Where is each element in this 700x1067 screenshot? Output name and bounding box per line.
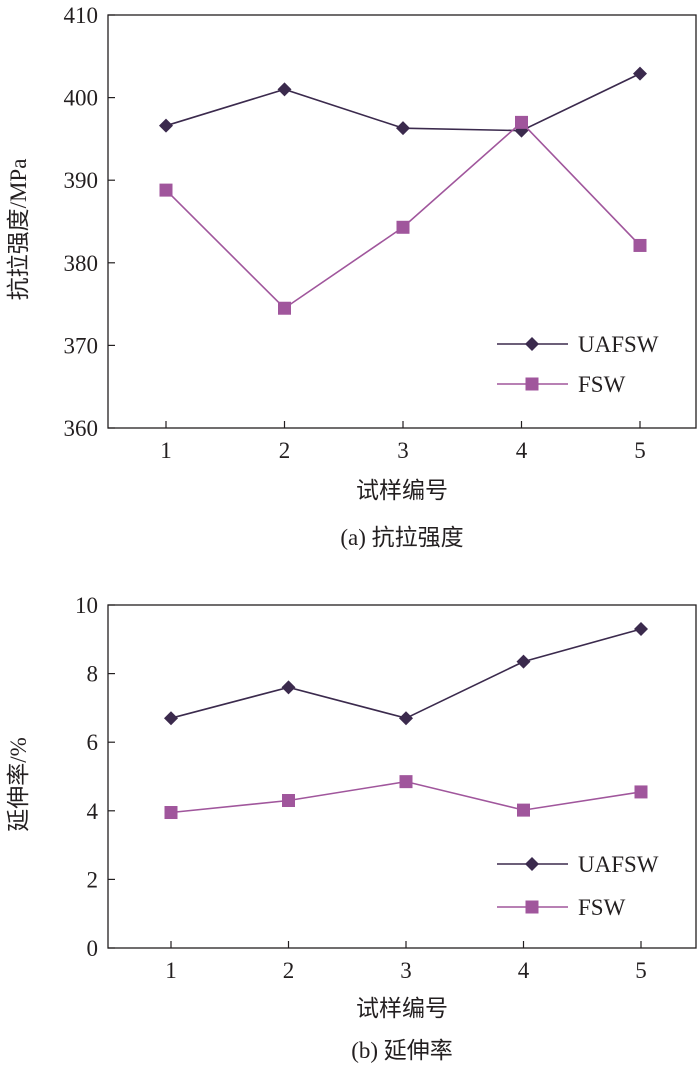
plot-frame [107,14,697,429]
x-tick-label: 3 [397,438,409,463]
data-point-uafsw [277,82,292,97]
chart-caption: (b) 延伸率 [351,1038,453,1063]
x-tick-label: 4 [518,958,530,983]
data-point-fsw [399,775,413,789]
x-tick-label: 5 [635,958,647,983]
y-tick-label: 410 [64,3,99,28]
data-point-fsw [634,785,648,799]
legend-marker-square [525,900,539,914]
data-point-fsw [164,806,178,820]
data-point-fsw [282,794,295,808]
legend-label: FSW [578,895,626,920]
data-point-uafsw [399,711,413,726]
legend-marker-diamond [525,337,539,351]
y-tick-label: 2 [87,867,99,892]
y-tick-label: 10 [75,593,98,618]
series-line-fsw [165,121,641,310]
data-point-fsw [633,238,647,252]
y-tick-label: 8 [87,662,99,687]
y-axis-title: 延伸率/% [6,737,31,832]
data-point-fsw [515,115,528,129]
legend-marker-square [525,377,539,391]
data-point-uafsw [516,654,531,669]
y-tick-label: 390 [64,168,99,193]
legend-label: UAFSW [578,332,659,357]
data-point-fsw [517,803,530,817]
y-tick-label: 6 [87,730,99,755]
y-tick-label: 0 [87,936,99,961]
x-tick-label: 4 [516,438,528,463]
data-point-uafsw [633,66,647,81]
data-point-fsw [159,183,173,197]
series-line-uafsw [170,628,642,720]
data-point-uafsw [159,118,173,133]
legend-label: UAFSW [578,852,659,877]
x-tick-label: 2 [279,438,291,463]
chart-tensile-strength: 360 370 380 390 400 410 1 2 3 4 5 抗拉强度/MPa 试样编号 (a) 抗… [6,3,697,550]
y-tick-label: 400 [64,86,99,111]
data-point-fsw [396,220,410,234]
x-tick-label: 3 [400,958,412,983]
x-tick-label: 1 [165,958,177,983]
data-point-uafsw [396,121,410,136]
legend-marker-diamond [525,857,539,871]
data-point-uafsw [164,711,178,726]
data-point-uafsw [634,622,648,637]
y-tick-label: 360 [64,416,99,441]
x-axis-title: 试样编号 [356,478,448,503]
data-point-fsw [278,301,291,315]
legend-label: FSW [578,372,626,397]
y-tick-label: 380 [64,251,99,276]
chart-caption: (a) 抗拉强度 [340,525,463,550]
data-point-uafsw [281,680,296,695]
x-tick-label: 2 [283,958,295,983]
y-axis-title: 抗拉强度/MPa [6,159,31,301]
y-tick-label: 370 [64,333,99,358]
x-tick-label: 1 [160,438,172,463]
y-tick-label: 4 [87,799,99,824]
plot-frame [107,604,697,949]
x-axis-title: 试样编号 [356,996,448,1021]
x-tick-label: 5 [634,438,646,463]
